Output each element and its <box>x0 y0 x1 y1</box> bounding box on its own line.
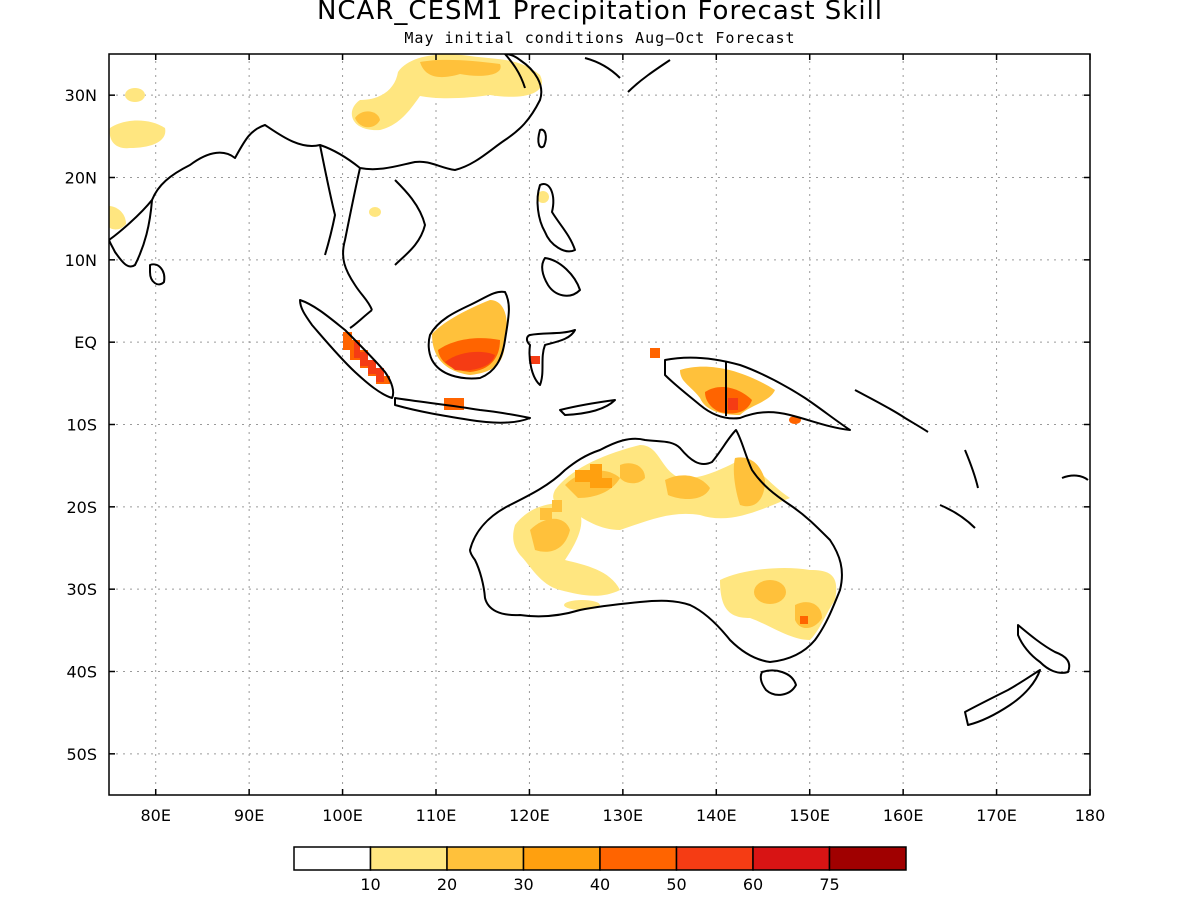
skill-region-maluku <box>650 348 660 358</box>
skill-region-philippines <box>537 191 549 203</box>
skill-region-sulawesi <box>530 356 540 364</box>
coastline-luzon <box>536 183 576 253</box>
coastline-sumatra <box>299 299 395 399</box>
lat-label: 50S <box>66 745 97 764</box>
coastline-new-guinea <box>664 356 851 431</box>
coastline-taiwan <box>537 128 547 149</box>
coastline-sri-lanka <box>149 263 166 286</box>
map-gridlines <box>109 54 1090 795</box>
coastline-fiji <box>1061 474 1089 481</box>
longitude-labels: 80E 90E 100E 110E 120E 130E 140E 150E 160E 170E 18… <box>140 54 1105 825</box>
skill-region-new-guinea-spot <box>728 398 738 410</box>
skill-region-gulf <box>665 475 710 500</box>
coastlines <box>109 54 1089 726</box>
skill-region-indochina <box>369 207 381 217</box>
colorbar-label: 20 <box>437 875 457 894</box>
colorbar-swatch <box>675 846 754 871</box>
coastline-vanuatu <box>964 449 979 489</box>
lat-label: 30S <box>66 580 97 599</box>
colorbar-swatch <box>293 846 372 871</box>
skill-region-java <box>444 398 464 410</box>
skill-region-china-spot <box>355 111 380 128</box>
colorbar-label: 75 <box>819 875 839 894</box>
lon-label: 150E <box>789 806 830 825</box>
skill-shading-layer <box>109 54 837 640</box>
skill-region-china-core <box>420 59 501 78</box>
skill-region-west-australia-spot <box>540 500 562 520</box>
colorbar-label: 30 <box>513 875 533 894</box>
lon-label: 170E <box>976 806 1017 825</box>
colorbar-label: 50 <box>666 875 686 894</box>
skill-region-gulf-west <box>620 463 645 484</box>
coastline-korea <box>504 54 526 89</box>
colorbar: 10 20 30 40 50 60 75 <box>293 846 907 894</box>
map-title: NCAR_CESM1 Precipitation Forecast Skill <box>316 0 884 26</box>
coastline-java <box>394 397 531 424</box>
coastline-mindanao <box>541 257 581 297</box>
lat-label: 30N <box>65 86 97 105</box>
coastline-solomons <box>854 389 929 433</box>
coastline-nz-south <box>964 669 1041 726</box>
coastline-japan <box>584 57 671 93</box>
skill-region-borneo-core <box>445 351 495 371</box>
colorbar-swatch <box>828 846 907 871</box>
skill-region-west-australia-mid <box>530 518 570 552</box>
skill-region-india-spot <box>125 88 145 102</box>
lon-label: 120E <box>509 806 550 825</box>
lon-label: 140E <box>696 806 737 825</box>
colorbar-label: 60 <box>743 875 763 894</box>
skill-region-sumatra-core <box>354 342 384 382</box>
latitude-labels: 30N 20N 10N EQ 10S 20S 30S 40S 50S <box>65 86 1090 764</box>
skill-region-south-east-australia <box>720 568 837 640</box>
colorbar-swatch <box>599 846 678 871</box>
coastline-borneo <box>427 290 510 380</box>
colorbar-label: 10 <box>360 875 380 894</box>
coastline-indochina <box>342 167 426 329</box>
skill-region-north-australia-core <box>575 464 612 488</box>
lon-label: 130E <box>603 806 644 825</box>
map-subtitle: May initial conditions Aug–Oct Forecast <box>404 29 796 47</box>
colorbar-swatch <box>752 846 831 871</box>
lon-label: 160E <box>883 806 924 825</box>
coastline-timor <box>559 399 616 416</box>
skill-region-south-coast <box>564 600 600 610</box>
coastline-nz-north <box>1017 624 1071 674</box>
lon-label: 80E <box>140 806 170 825</box>
lon-label: 90E <box>234 806 264 825</box>
lon-label: 180 <box>1075 806 1106 825</box>
lat-label: 20S <box>66 498 97 517</box>
lat-label: 10S <box>66 416 97 435</box>
colorbar-swatch <box>369 846 448 871</box>
lat-label: 10N <box>65 251 97 270</box>
skill-region-india-west <box>109 206 126 230</box>
lat-label: 40S <box>66 663 97 682</box>
coastline-india-south <box>109 199 153 268</box>
skill-region-cape-york <box>733 457 765 507</box>
lon-label: 100E <box>322 806 363 825</box>
colorbar-swatch <box>522 846 601 871</box>
lat-label: EQ <box>74 333 97 352</box>
coastline-myanmar-west <box>319 144 336 256</box>
coastline-australia <box>469 429 843 663</box>
lon-label: 110E <box>416 806 457 825</box>
coastline-tasmania <box>759 669 797 696</box>
coastline-new-caledonia <box>939 504 976 529</box>
coastline-sulawesi <box>526 329 576 386</box>
skill-region-india-north <box>109 120 166 149</box>
colorbar-label: 40 <box>590 875 610 894</box>
lat-label: 20N <box>65 169 97 188</box>
skill-region-south-east-australia-core <box>754 580 786 604</box>
skill-region-nsw-spot <box>800 616 808 624</box>
colorbar-swatch <box>446 846 525 871</box>
